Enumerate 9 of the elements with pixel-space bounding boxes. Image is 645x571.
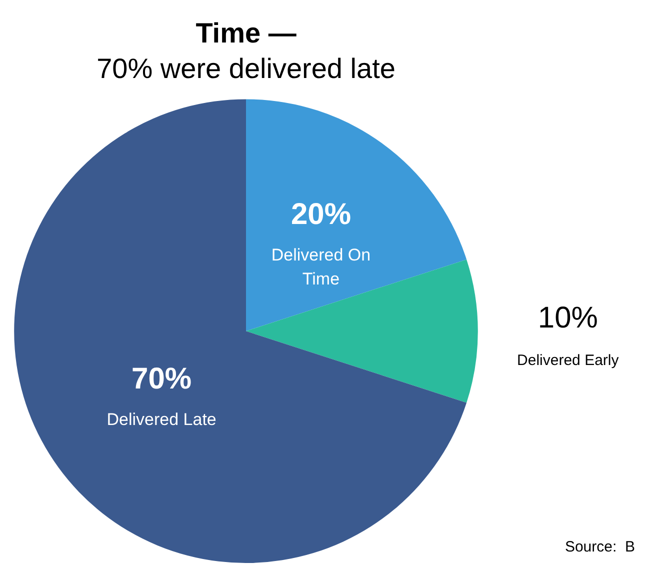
slice-label: Delivered Early — [517, 352, 620, 370]
source-note: Source: B — [564, 538, 635, 556]
chart-title: Time — — [196, 18, 296, 49]
chart-subtitle: 70% were delivered late — [96, 53, 396, 84]
slice-label: Delivered Late — [106, 410, 216, 430]
data-label: 10% — [538, 301, 598, 334]
data-label: 20% — [290, 198, 351, 232]
slice-label: Delivered On Time — [271, 246, 371, 289]
data-label: 70% — [132, 362, 192, 396]
